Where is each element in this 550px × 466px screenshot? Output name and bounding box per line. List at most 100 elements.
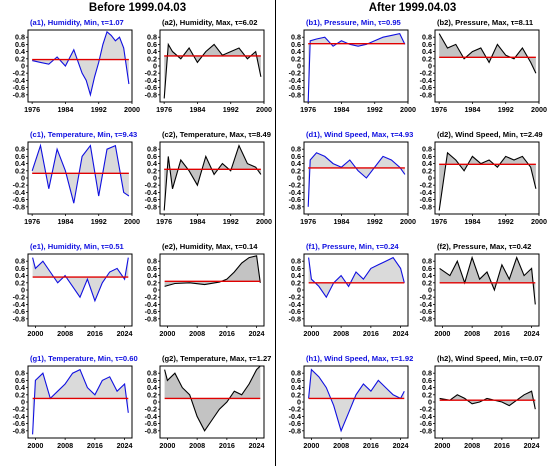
x-tick-label-h1: 2024 bbox=[393, 441, 409, 450]
x-tick-label-g2: 2008 bbox=[189, 441, 205, 450]
y-tick-label-f2: 0.8 bbox=[422, 257, 432, 266]
x-tick-label-c2: 1984 bbox=[189, 217, 205, 226]
shaded-area-b1 bbox=[308, 33, 405, 102]
y-tick-label-e1: 0.4 bbox=[15, 271, 25, 280]
y-tick-label-f2: 0.4 bbox=[422, 271, 432, 280]
y-tick-label-f1: -0.4 bbox=[289, 300, 301, 309]
y-tick-label-a2: 0.4 bbox=[147, 47, 157, 56]
shaded-area-e1 bbox=[32, 257, 129, 301]
x-tick-label-h2: 2008 bbox=[464, 441, 480, 450]
series-line-f2 bbox=[439, 255, 536, 305]
x-tick-label-d2: 1992 bbox=[498, 217, 514, 226]
y-tick-label-d2: 0.8 bbox=[422, 145, 432, 154]
y-tick-label-d1: 0.4 bbox=[291, 159, 301, 168]
shaded-area-g1 bbox=[32, 369, 129, 435]
y-tick-label-c1: 0.8 bbox=[15, 145, 25, 154]
y-tick-label-d2: -0.4 bbox=[420, 188, 432, 197]
panel-frame-d2 bbox=[434, 141, 540, 215]
panel-frame-b2 bbox=[434, 29, 540, 103]
y-tick-label-g2: -0.8 bbox=[145, 426, 157, 435]
x-tick-label-g1: 2000 bbox=[27, 441, 43, 450]
y-tick-label-a2: 0 bbox=[153, 62, 157, 71]
y-tick-label-g1: -0.4 bbox=[13, 412, 25, 421]
series-line-f1 bbox=[308, 256, 405, 299]
x-tick-label-f2: 2024 bbox=[524, 329, 540, 338]
y-tick-label-a1: 0.6 bbox=[15, 40, 25, 49]
y-tick-label-c2: 0.4 bbox=[147, 159, 157, 168]
y-tick-label-c2: 0.6 bbox=[147, 152, 157, 161]
series-line-b1 bbox=[307, 32, 406, 103]
y-tick-label-d1: 0 bbox=[297, 174, 301, 183]
panel-title-b1: (b1), Pressure, Min, τ=0.95 bbox=[306, 18, 402, 27]
y-tick-label-e2: 0 bbox=[153, 286, 157, 295]
y-tick-label-f1: 0.8 bbox=[291, 257, 301, 266]
panel-title-d2: (d2), Wind Speed, Min, τ=2.49 bbox=[437, 130, 543, 139]
x-tick-label-a1: 1984 bbox=[57, 105, 73, 114]
y-tick-label-f1: 0 bbox=[297, 286, 301, 295]
y-tick-label-b2: -0.2 bbox=[420, 69, 432, 78]
panel-title-f2: (f2), Pressure, Max, τ=0.42 bbox=[437, 242, 531, 251]
y-tick-label-b2: 0 bbox=[428, 62, 432, 71]
y-tick-label-e1: -0.6 bbox=[13, 307, 25, 316]
x-tick-label-e1: 2024 bbox=[117, 329, 133, 338]
y-tick-label-c1: -0.6 bbox=[13, 195, 25, 204]
y-tick-label-c2: -0.6 bbox=[145, 195, 157, 204]
x-tick-label-f1: 2024 bbox=[393, 329, 409, 338]
y-tick-label-e2: 0.4 bbox=[147, 271, 157, 280]
y-tick-label-a1: 0 bbox=[21, 62, 25, 71]
y-tick-label-a2: -0.4 bbox=[145, 76, 157, 85]
y-tick-label-b2: 0.6 bbox=[422, 40, 432, 49]
x-tick-label-d1: 1984 bbox=[333, 217, 349, 226]
x-tick-label-c1: 1992 bbox=[91, 217, 107, 226]
y-tick-label-b1: -0.6 bbox=[289, 83, 301, 92]
y-tick-label-e2: -0.6 bbox=[145, 307, 157, 316]
x-tick-label-d2: 1984 bbox=[464, 217, 480, 226]
y-tick-label-d2: -0.2 bbox=[420, 181, 432, 190]
x-tick-label-d2: 1976 bbox=[431, 217, 447, 226]
series-line-d2 bbox=[438, 151, 537, 211]
y-tick-label-e1: 0 bbox=[21, 286, 25, 295]
y-tick-label-c1: -0.8 bbox=[13, 202, 25, 211]
x-tick-label-b2: 1992 bbox=[498, 105, 514, 114]
panel-title-h2: (h2), Wind Speed, Min, τ=0.07 bbox=[437, 354, 543, 363]
x-tick-label-a1: 1976 bbox=[24, 105, 40, 114]
x-tick-label-a2: 1984 bbox=[189, 105, 205, 114]
y-tick-label-a1: -0.4 bbox=[13, 76, 25, 85]
y-tick-label-a1: -0.8 bbox=[13, 90, 25, 99]
x-tick-label-e2: 2000 bbox=[159, 329, 175, 338]
x-tick-label-b2: 2000 bbox=[531, 105, 547, 114]
y-tick-label-d2: 0.4 bbox=[422, 159, 432, 168]
panel-title-a2: (a2), Humidity, Max, τ=6.02 bbox=[162, 18, 257, 27]
panel-title-c2: (c2), Temperature, Max, τ=8.49 bbox=[162, 130, 271, 139]
x-tick-label-a2: 2000 bbox=[256, 105, 272, 114]
x-tick-label-g2: 2016 bbox=[219, 441, 235, 450]
shaded-area-b2 bbox=[439, 33, 536, 74]
y-tick-label-g2: 0.6 bbox=[147, 376, 157, 385]
y-tick-label-c2: -0.2 bbox=[145, 181, 157, 190]
shaded-area-f2 bbox=[439, 257, 536, 305]
x-tick-label-g1: 2024 bbox=[117, 441, 133, 450]
y-tick-label-f2: -0.2 bbox=[420, 293, 432, 302]
y-tick-label-b2: 0.2 bbox=[422, 54, 432, 63]
y-tick-label-b1: 0.2 bbox=[291, 54, 301, 63]
y-tick-label-a1: -0.6 bbox=[13, 83, 25, 92]
shaded-area-a1 bbox=[32, 31, 129, 95]
shaded-area-c2 bbox=[164, 145, 261, 211]
x-tick-label-b1: 1984 bbox=[333, 105, 349, 114]
x-tick-label-h1: 2000 bbox=[303, 441, 319, 450]
y-tick-label-f1: 0.4 bbox=[291, 271, 301, 280]
x-tick-label-g1: 2016 bbox=[87, 441, 103, 450]
x-tick-label-e2: 2016 bbox=[219, 329, 235, 338]
x-tick-label-e2: 2008 bbox=[189, 329, 205, 338]
y-tick-label-c1: 0.2 bbox=[15, 166, 25, 175]
y-tick-label-e1: 0.8 bbox=[15, 257, 25, 266]
y-tick-label-f2: -0.6 bbox=[420, 307, 432, 316]
y-tick-label-g1: 0.4 bbox=[15, 383, 25, 392]
panel-frame-h2 bbox=[434, 365, 540, 439]
y-tick-label-h1: -0.2 bbox=[289, 405, 301, 414]
series-line-g1 bbox=[32, 368, 129, 435]
y-tick-label-d1: -0.4 bbox=[289, 188, 301, 197]
y-tick-label-a2: 0.8 bbox=[147, 33, 157, 42]
y-tick-label-f2: 0.2 bbox=[422, 278, 432, 287]
y-tick-label-b2: 0.4 bbox=[422, 47, 432, 56]
